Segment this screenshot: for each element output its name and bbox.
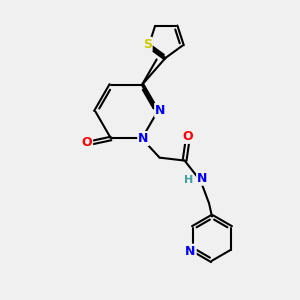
Text: O: O [82,136,92,149]
Text: N: N [138,132,148,145]
Text: N: N [185,244,196,258]
Text: H: H [184,175,193,185]
Text: O: O [183,130,194,143]
Text: N: N [197,172,208,185]
Text: S: S [143,38,152,51]
Text: N: N [155,104,166,117]
